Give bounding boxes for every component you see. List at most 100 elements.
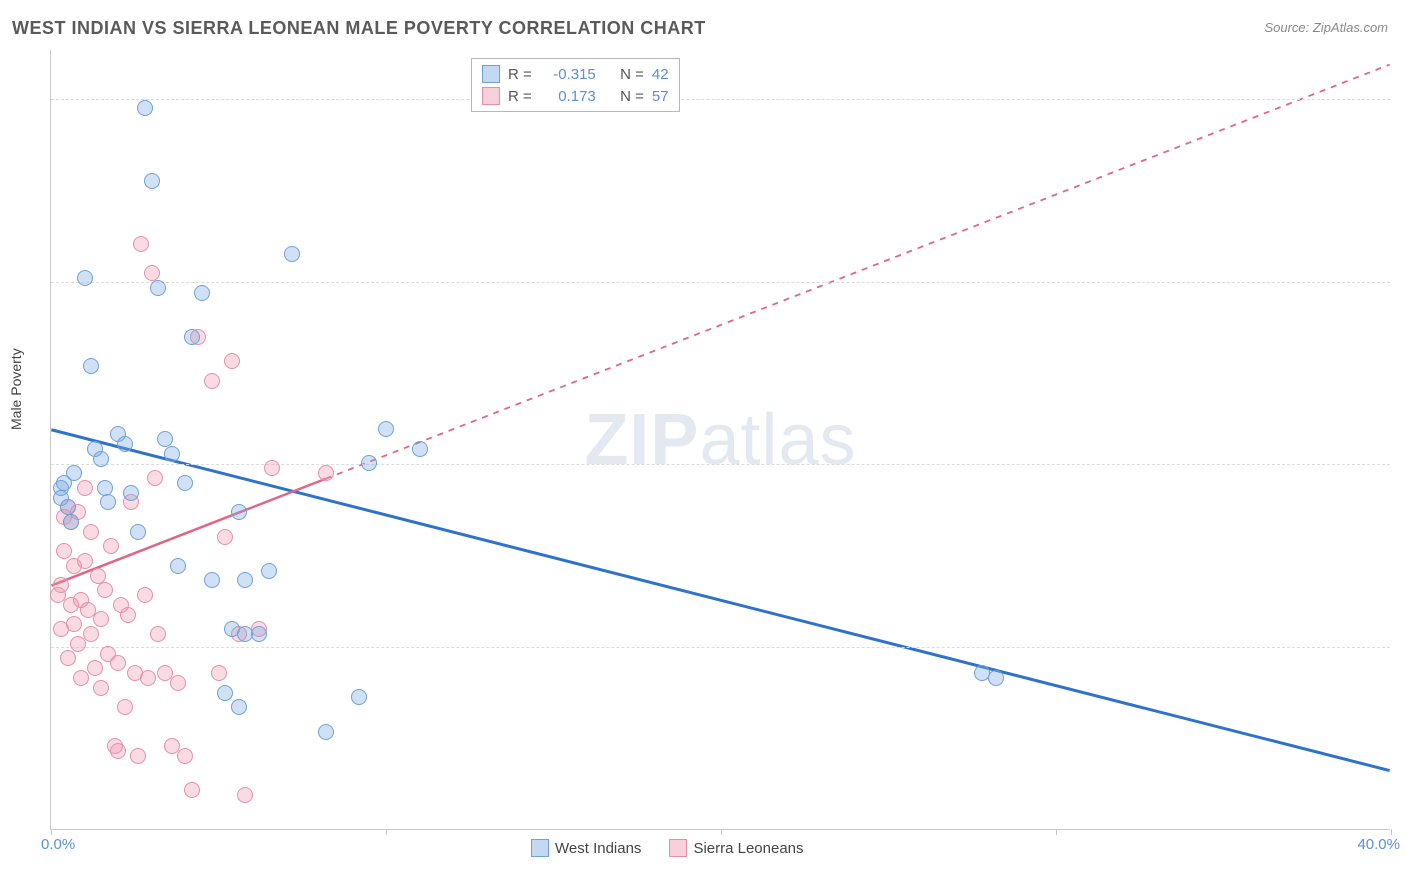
sierra_leoneans-point xyxy=(87,660,103,676)
sierra_leoneans-point xyxy=(184,782,200,798)
blue-swatch-icon xyxy=(531,839,549,857)
west_indians-point xyxy=(361,455,377,471)
west_indians-point xyxy=(351,689,367,705)
sierra_leoneans-point xyxy=(77,480,93,496)
sierra_leoneans-point xyxy=(103,538,119,554)
sierra_leoneans-point xyxy=(93,680,109,696)
stats-row: R =-0.315 N = 42 xyxy=(482,63,669,85)
sierra_leoneans-point xyxy=(90,568,106,584)
sierra_leoneans-point xyxy=(204,373,220,389)
sierra_leoneans-point xyxy=(110,743,126,759)
gridline-h xyxy=(51,647,1390,648)
west_indians-point xyxy=(194,285,210,301)
sierra_leoneans-point xyxy=(77,553,93,569)
x-tick xyxy=(721,829,722,835)
sierra_leoneans-point xyxy=(56,543,72,559)
sierra_leoneans-point xyxy=(117,699,133,715)
west_indians-point xyxy=(83,358,99,374)
sierra_leoneans-point xyxy=(147,470,163,486)
sierra_leoneans-point xyxy=(170,675,186,691)
sierra_leoneans-point xyxy=(224,353,240,369)
x-max-label: 40.0% xyxy=(1357,836,1400,853)
west_indians-point xyxy=(66,465,82,481)
west_indians-point xyxy=(100,494,116,510)
west_indians-point xyxy=(204,572,220,588)
source-label: Source: ZipAtlas.com xyxy=(1264,20,1388,35)
sierra_leoneans-point xyxy=(150,626,166,642)
west_indians-point xyxy=(123,485,139,501)
x-min-label: 0.0% xyxy=(41,836,75,853)
west_indians-point xyxy=(184,329,200,345)
x-tick xyxy=(386,829,387,835)
legend: West Indians Sierra Leoneans xyxy=(531,839,804,857)
chart-container: WEST INDIAN VS SIERRA LEONEAN MALE POVER… xyxy=(0,0,1406,892)
west_indians-point xyxy=(988,670,1004,686)
west_indians-point xyxy=(170,558,186,574)
sierra_leoneans-point xyxy=(318,465,334,481)
sierra_leoneans-point xyxy=(66,616,82,632)
pink-swatch-icon xyxy=(482,87,500,105)
stats-box: R =-0.315 N = 42R =0.173 N = 57 xyxy=(471,58,680,112)
trend-lines-layer xyxy=(51,50,1390,829)
x-tick xyxy=(51,829,52,835)
sierra_leoneans-point xyxy=(140,670,156,686)
sierra_leoneans-point xyxy=(53,577,69,593)
chart-title: WEST INDIAN VS SIERRA LEONEAN MALE POVER… xyxy=(12,18,706,39)
legend-item-sierra_leoneans: Sierra Leoneans xyxy=(669,839,803,857)
blue-swatch-icon xyxy=(482,65,500,83)
y-axis-title: Male Poverty xyxy=(8,348,24,430)
west_indians-point xyxy=(150,280,166,296)
west_indians-point xyxy=(117,436,133,452)
x-tick xyxy=(1056,829,1057,835)
sierra_leoneans-point xyxy=(93,611,109,627)
west_indians-point xyxy=(144,173,160,189)
sierra_leoneans-point xyxy=(217,529,233,545)
west_indians-point xyxy=(177,475,193,491)
sierra_leoneans-point xyxy=(97,582,113,598)
west_indians-point xyxy=(77,270,93,286)
stats-row: R =0.173 N = 57 xyxy=(482,85,669,107)
gridline-h xyxy=(51,464,1390,465)
west_indians-point xyxy=(284,246,300,262)
west_indians-point xyxy=(251,626,267,642)
sierra_leoneans-point xyxy=(110,655,126,671)
sierra_leoneans-point xyxy=(120,607,136,623)
west_indians-point xyxy=(261,563,277,579)
sierra_leoneans-point xyxy=(264,460,280,476)
sierra_leoneans-point xyxy=(137,587,153,603)
sierra-leoneans-trendline-dashed xyxy=(326,65,1390,479)
west_indians-point xyxy=(63,514,79,530)
west_indians-point xyxy=(60,499,76,515)
legend-item-west_indians: West Indians xyxy=(531,839,641,857)
west_indians-point xyxy=(157,431,173,447)
x-tick xyxy=(1391,829,1392,835)
sierra_leoneans-point xyxy=(237,787,253,803)
west_indians-point xyxy=(137,100,153,116)
sierra_leoneans-point xyxy=(60,650,76,666)
legend-label: West Indians xyxy=(555,840,641,857)
gridline-h xyxy=(51,99,1390,100)
west_indians-point xyxy=(93,451,109,467)
west_indians-point xyxy=(164,446,180,462)
west_indians-point xyxy=(378,421,394,437)
sierra_leoneans-point xyxy=(144,265,160,281)
west_indians-point xyxy=(231,504,247,520)
west_indians-point xyxy=(318,724,334,740)
west_indians-point xyxy=(231,699,247,715)
sierra_leoneans-point xyxy=(211,665,227,681)
pink-swatch-icon xyxy=(669,839,687,857)
west_indians-point xyxy=(237,572,253,588)
west_indians-point xyxy=(130,524,146,540)
sierra_leoneans-point xyxy=(83,626,99,642)
west_indians-point xyxy=(412,441,428,457)
legend-label: Sierra Leoneans xyxy=(693,840,803,857)
gridline-h xyxy=(51,282,1390,283)
west-indians-trendline xyxy=(51,430,1389,771)
plot-area: ZIPatlas 7.5%15.0%22.5%30.0%0.0%40.0%R =… xyxy=(50,50,1390,830)
sierra_leoneans-point xyxy=(133,236,149,252)
sierra_leoneans-point xyxy=(83,524,99,540)
west_indians-point xyxy=(217,685,233,701)
sierra_leoneans-point xyxy=(177,748,193,764)
sierra_leoneans-point xyxy=(130,748,146,764)
west_indians-point xyxy=(97,480,113,496)
